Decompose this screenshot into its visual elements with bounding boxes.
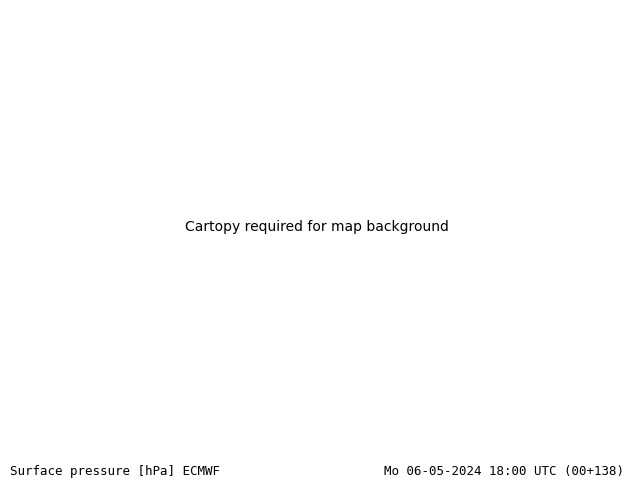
Text: Surface pressure [hPa] ECMWF: Surface pressure [hPa] ECMWF xyxy=(10,465,219,478)
Text: Cartopy required for map background: Cartopy required for map background xyxy=(185,220,449,234)
Text: Mo 06-05-2024 18:00 UTC (00+138): Mo 06-05-2024 18:00 UTC (00+138) xyxy=(384,465,624,478)
